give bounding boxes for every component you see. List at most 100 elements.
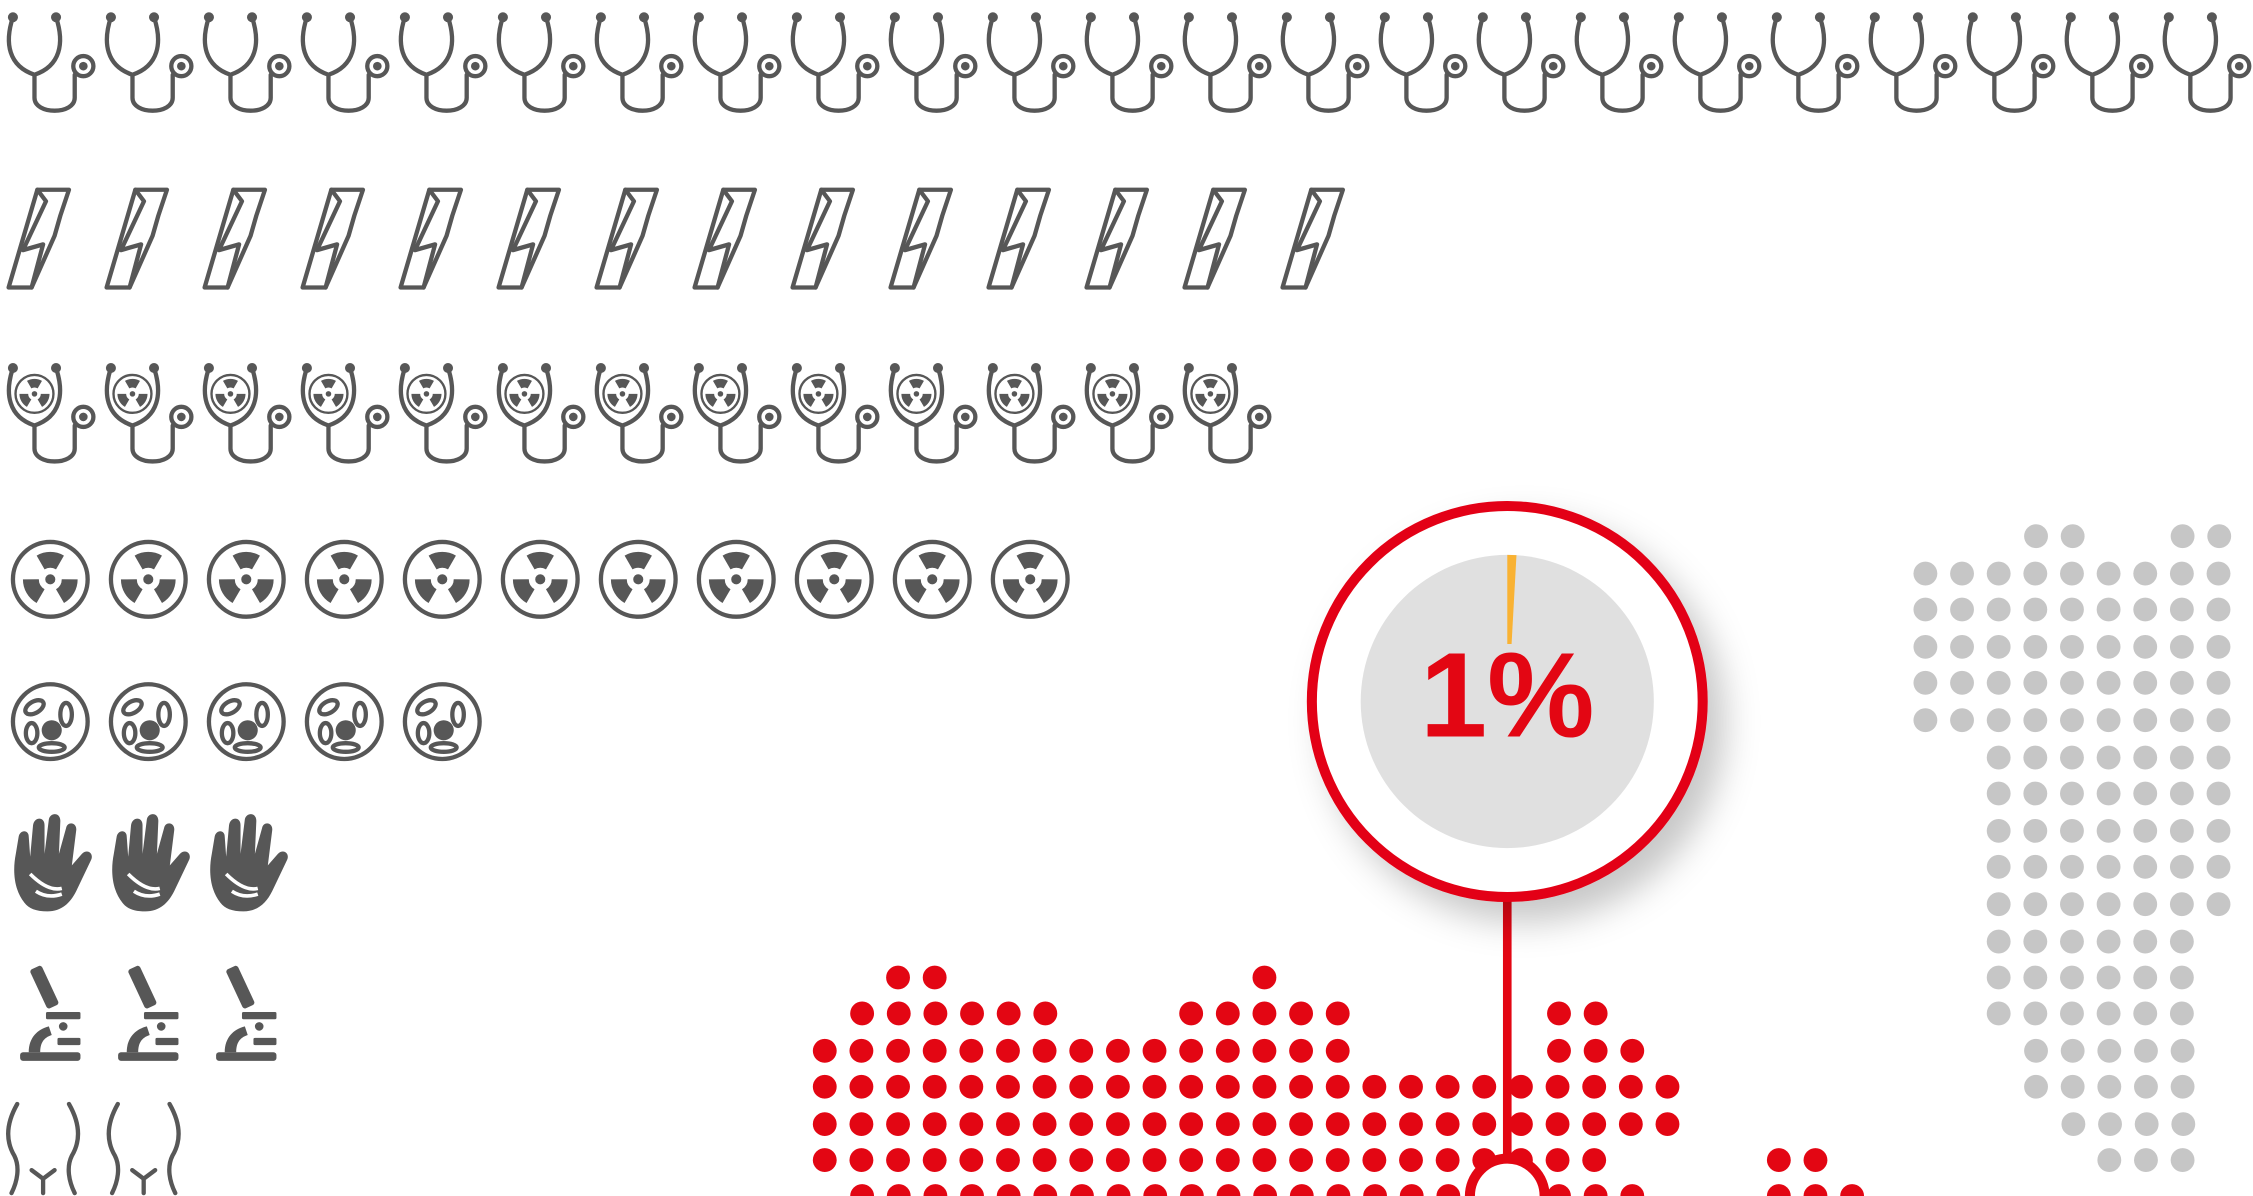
map-dot: [1582, 1148, 1607, 1172]
map-dot: [812, 1112, 837, 1137]
pictogram-icon: [400, 12, 485, 110]
map-dot: [1508, 1074, 1533, 1099]
pictogram-icon: [1282, 12, 1367, 110]
map-dot: [1545, 1148, 1570, 1172]
pictogram-icon: [596, 12, 681, 110]
map-dot: [2060, 1074, 2085, 1099]
map-dot: [2170, 1148, 2195, 1172]
map-dot: [1435, 1112, 1460, 1137]
map-dot: [2060, 670, 2084, 695]
map-dot: [2206, 854, 2231, 879]
map-dot: [1618, 1112, 1643, 1137]
pictogram-icon: [208, 812, 290, 914]
map-dot: [2133, 670, 2158, 695]
map-dot: [1950, 708, 1974, 733]
map-dot: [1033, 1001, 1058, 1026]
map-dot: [2096, 965, 2121, 990]
pictogram-icon: [797, 542, 872, 617]
map-dot: [959, 1074, 984, 1099]
pictogram-icon: [792, 12, 877, 110]
pictogram-icon: [499, 190, 559, 288]
map-dot: [2133, 854, 2158, 879]
map-dot: [2169, 597, 2194, 622]
map-dot: [886, 1112, 910, 1137]
pictogram-icon: [1184, 12, 1269, 110]
map-dot: [923, 1184, 948, 1196]
map-dot: [1142, 1148, 1167, 1172]
pictogram-icon: [111, 684, 186, 759]
map-dot: [2060, 854, 2084, 879]
map-dot: [1325, 1038, 1350, 1063]
pictogram-icon: [111, 542, 186, 617]
map-dot: [1106, 1184, 1131, 1196]
map-dot: [1986, 929, 2011, 954]
map-dot: [2133, 892, 2158, 917]
map-dot: [2206, 745, 2231, 770]
map-dot: [1179, 1074, 1204, 1099]
map-dot: [2169, 965, 2194, 990]
map-dot: [2206, 781, 2231, 806]
map-dot: [1655, 1112, 1680, 1137]
map-dot: [1583, 1184, 1608, 1196]
map-dot: [1033, 1184, 1058, 1196]
map-dot: [1583, 1001, 1608, 1026]
map-dot: [1986, 818, 2011, 843]
map-dot: [2097, 1038, 2122, 1063]
map-dot: [2206, 670, 2231, 695]
map-dot: [2023, 708, 2048, 733]
map-dot: [2133, 818, 2158, 843]
pictogram-icon: [106, 12, 191, 110]
map-dot: [2206, 818, 2231, 843]
map-dot: [2133, 708, 2158, 733]
map-dot: [959, 1112, 984, 1137]
map-dot: [2023, 1001, 2048, 1026]
map-dot: [2169, 892, 2194, 917]
map-dot: [1325, 1001, 1350, 1026]
map-dot: [1032, 1074, 1057, 1099]
map-dot: [2133, 929, 2158, 954]
map-dot: [2023, 781, 2048, 806]
map-dot: [2096, 634, 2121, 659]
map-dot: [2133, 597, 2158, 622]
pictogram-icon: [2164, 12, 2249, 110]
pictogram-icon: [498, 363, 583, 461]
map-dot: [1179, 1001, 1204, 1026]
map-dot: [2060, 929, 2084, 954]
map-dot: [1436, 1184, 1461, 1196]
map-dot: [1986, 1001, 2011, 1026]
map-dot: [1472, 1112, 1497, 1137]
map-dot: [2096, 929, 2121, 954]
pictogram-icon: [204, 12, 289, 110]
map-dot: [1399, 1148, 1423, 1172]
pictogram-icon: [1086, 12, 1171, 110]
map-dot: [1252, 1148, 1277, 1172]
map-dot: [2169, 708, 2194, 733]
map-dot: [2133, 561, 2158, 586]
pictogram-icon: [993, 542, 1068, 617]
map-dot: [1950, 670, 1974, 695]
map-dot: [1362, 1112, 1387, 1137]
map-dot: [2096, 708, 2121, 733]
map-dot: [996, 1074, 1020, 1099]
map-dot: [1363, 1184, 1387, 1196]
map-dot: [1950, 634, 1974, 659]
pictogram-icon: [895, 542, 970, 617]
map-dot: [1950, 561, 1974, 586]
pictogram-icon: [303, 190, 363, 288]
pictogram-rows: [8, 12, 2249, 1193]
pictogram-icon: [302, 12, 387, 110]
map-dot: [2098, 1112, 2122, 1137]
pictogram-icon: [988, 363, 1073, 461]
pictogram-icon: [1184, 363, 1269, 461]
map-dot: [2023, 670, 2048, 695]
map-dot: [1986, 965, 2011, 990]
map-dot: [1215, 1148, 1240, 1172]
map-dot: [2133, 1001, 2158, 1026]
map-dot: [1289, 1184, 1314, 1196]
map-dot: [2096, 892, 2121, 917]
pictogram-icon: [400, 363, 485, 461]
map-dot: [2170, 1074, 2195, 1099]
map-dot: [2024, 1074, 2048, 1099]
map-dot: [2060, 708, 2084, 733]
map-dot: [1105, 1038, 1130, 1063]
